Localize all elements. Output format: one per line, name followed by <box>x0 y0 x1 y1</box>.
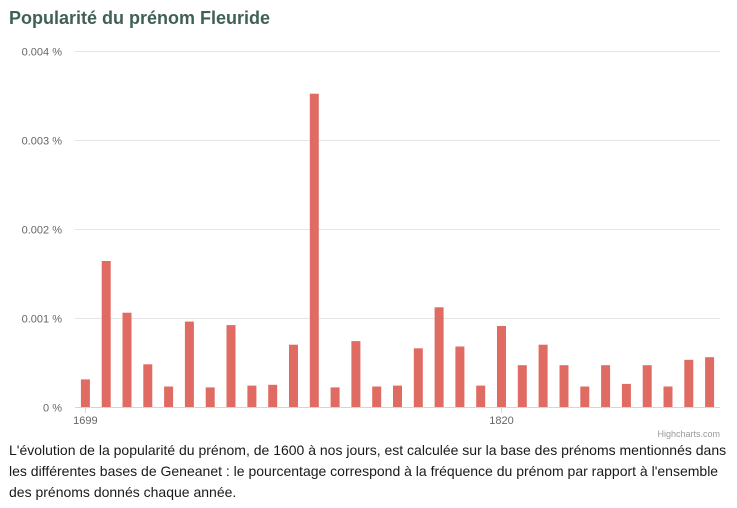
bar[interactable] <box>642 365 652 407</box>
bar[interactable] <box>184 321 194 407</box>
bars <box>80 93 715 408</box>
chart-description: L'évolution de la popularité du prénom, … <box>9 442 727 500</box>
bar[interactable] <box>517 365 527 407</box>
bar[interactable] <box>268 384 278 408</box>
bar[interactable] <box>684 359 694 407</box>
bar[interactable] <box>101 261 111 407</box>
bar[interactable] <box>143 364 153 407</box>
bar[interactable] <box>538 344 548 407</box>
bar[interactable] <box>663 386 673 408</box>
bar[interactable] <box>413 348 423 407</box>
bar[interactable] <box>330 387 340 407</box>
credits-link[interactable]: Highcharts.com <box>657 429 720 439</box>
bar[interactable] <box>164 386 174 408</box>
bar[interactable] <box>497 326 506 407</box>
bar[interactable] <box>621 383 631 407</box>
bar[interactable] <box>476 385 486 407</box>
bar[interactable] <box>393 385 402 407</box>
y-tick-label: 0 % <box>43 403 62 415</box>
bar[interactable] <box>601 365 611 407</box>
bar[interactable] <box>122 312 132 407</box>
bar[interactable] <box>226 325 236 407</box>
bar[interactable] <box>559 365 569 407</box>
y-tick-label: 0.003 % <box>22 136 63 148</box>
y-tick-label: 0.002 % <box>22 225 63 237</box>
y-tick-label: 0.001 % <box>22 314 63 326</box>
y-tick-label: 0.004 % <box>22 47 63 59</box>
x-axis: 1699 1820 <box>73 407 720 427</box>
x-tick-label: 1820 <box>489 415 513 427</box>
bar[interactable] <box>351 341 361 407</box>
bar[interactable] <box>80 379 90 407</box>
chart-title: Popularité du prénom Fleuride <box>9 8 271 28</box>
y-axis-labels: 0 % 0.001 % 0.002 % 0.003 % 0.004 % <box>22 47 63 415</box>
chart-area: 0 % 0.001 % 0.002 % 0.003 % 0.004 % 1699 1820 <box>22 47 720 427</box>
bar[interactable] <box>205 387 215 407</box>
bar[interactable] <box>705 357 715 407</box>
grid-lines <box>75 51 720 319</box>
bar[interactable] <box>434 307 444 407</box>
bar[interactable] <box>309 93 319 407</box>
bar[interactable] <box>580 386 590 408</box>
bar[interactable] <box>372 386 382 408</box>
x-tick-label: 1699 <box>73 415 97 427</box>
bar[interactable] <box>289 344 298 407</box>
bar[interactable] <box>247 385 257 407</box>
bar[interactable] <box>455 346 465 408</box>
